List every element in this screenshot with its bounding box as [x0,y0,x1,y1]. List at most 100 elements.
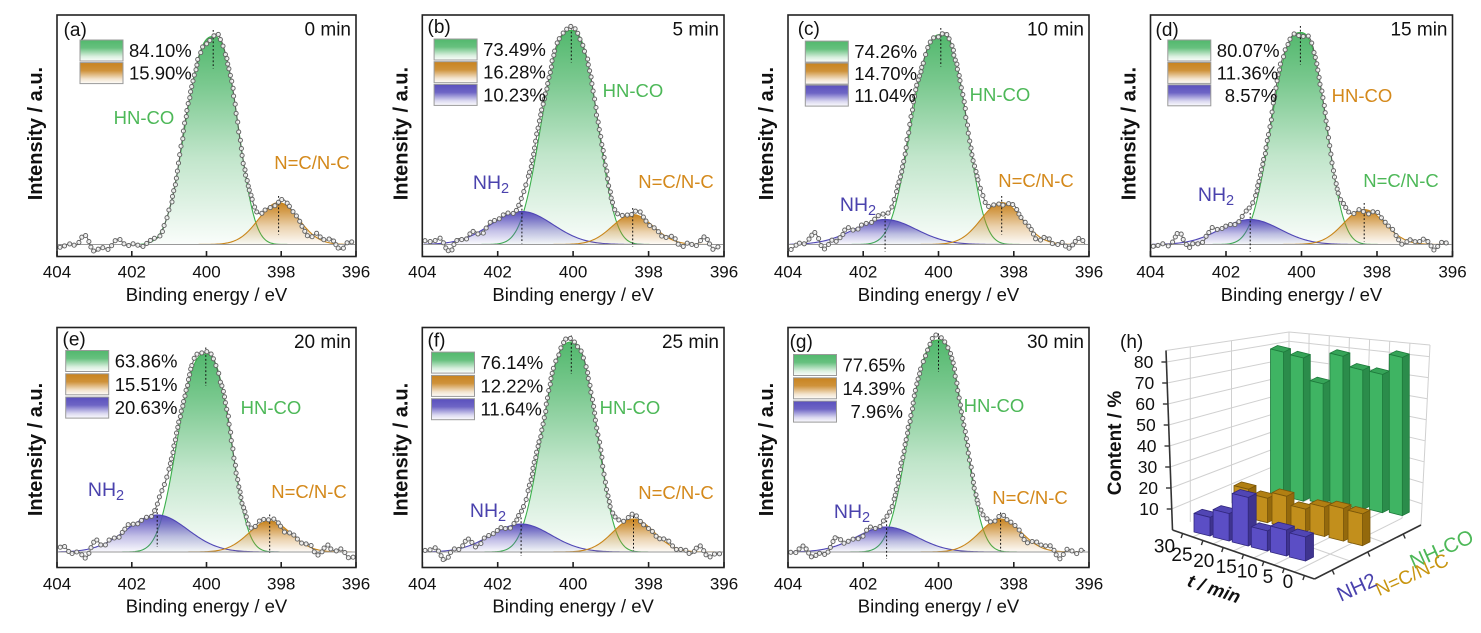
svg-text:10: 10 [1237,562,1258,583]
svg-text:N=C/N-C: N=C/N-C [1363,170,1439,191]
svg-text:20 min: 20 min [294,332,351,353]
svg-text:80.07%: 80.07% [1217,40,1280,61]
svg-text:404: 404 [408,262,436,281]
svg-text:25: 25 [1171,545,1192,566]
svg-text:30 min: 30 min [1027,332,1084,353]
svg-text:11.36%: 11.36% [1217,62,1278,83]
svg-text:11.64%: 11.64% [481,399,542,420]
svg-text:(g): (g) [790,332,813,353]
svg-text:14.39%: 14.39% [843,378,906,399]
svg-text:Binding energy / eV: Binding energy / eV [858,596,1020,617]
svg-text:404: 404 [43,574,71,593]
svg-text:400: 400 [559,574,587,593]
svg-text:404: 404 [1136,262,1164,281]
svg-text:12.22%: 12.22% [481,375,544,396]
svg-text:16.28%: 16.28% [483,62,546,83]
svg-text:N=C/N-C: N=C/N-C [638,482,714,503]
svg-text:15.51%: 15.51% [115,374,178,395]
svg-text:396: 396 [342,262,370,281]
svg-text:N=C/N-C: N=C/N-C [271,481,347,502]
svg-text:10 min: 10 min [1027,20,1084,41]
svg-text:(b): (b) [428,17,451,38]
svg-text:N=C/N-C: N=C/N-C [992,487,1068,508]
svg-text:398: 398 [267,574,295,593]
svg-text:60: 60 [1135,394,1155,414]
svg-text:396: 396 [342,574,370,593]
svg-text:404: 404 [774,262,802,281]
svg-text:70: 70 [1135,373,1155,393]
svg-text:N=C/N-C: N=C/N-C [274,152,350,173]
svg-text:76.14%: 76.14% [481,352,544,373]
svg-text:0 min: 0 min [305,20,351,41]
svg-text:30: 30 [1154,536,1175,557]
svg-text:400: 400 [559,262,587,281]
svg-text:398: 398 [1363,262,1391,281]
svg-text:402: 402 [1212,262,1240,281]
svg-text:402: 402 [118,262,146,281]
svg-text:398: 398 [634,262,662,281]
svg-text:402: 402 [118,574,146,593]
svg-text:Binding energy / eV: Binding energy / eV [126,284,288,305]
svg-text:N=C/N-C: N=C/N-C [638,171,714,192]
svg-text:Intensity / a.u.: Intensity / a.u. [756,67,778,200]
svg-text:404: 404 [408,574,436,593]
svg-text:(h): (h) [1120,332,1143,353]
svg-text:402: 402 [484,262,512,281]
svg-text:Binding energy / eV: Binding energy / eV [126,596,288,617]
svg-text:HN-CO: HN-CO [241,397,302,418]
svg-text:398: 398 [1000,574,1028,593]
svg-text:74.26%: 74.26% [854,41,917,62]
svg-text:40: 40 [1137,436,1157,456]
svg-text:50: 50 [1136,415,1156,435]
svg-text:404: 404 [43,262,71,281]
svg-text:400: 400 [192,262,220,281]
svg-text:11.04%: 11.04% [854,85,915,106]
svg-text:Intensity / a.u.: Intensity / a.u. [390,67,412,200]
svg-text:HN-CO: HN-CO [600,397,661,418]
svg-text:84.10%: 84.10% [129,40,192,61]
svg-text:400: 400 [192,574,220,593]
svg-text:15: 15 [1216,557,1237,578]
svg-text:(d): (d) [1156,20,1179,41]
svg-text:Binding energy / eV: Binding energy / eV [1221,284,1383,305]
svg-text:HN-CO: HN-CO [603,80,664,101]
svg-text:73.49%: 73.49% [483,39,546,60]
svg-text:400: 400 [924,262,952,281]
svg-text:400: 400 [924,574,952,593]
svg-text:(c): (c) [798,19,820,40]
svg-text:15 min: 15 min [1390,20,1447,41]
svg-text:404: 404 [774,574,802,593]
svg-text:0: 0 [1283,572,1294,593]
svg-text:Binding energy / eV: Binding energy / eV [492,284,654,305]
svg-text:396: 396 [1075,262,1103,281]
svg-text:25 min: 25 min [662,332,719,353]
svg-text:396: 396 [1075,574,1103,593]
svg-text:77.65%: 77.65% [843,355,906,376]
svg-text:Intensity / a.u.: Intensity / a.u. [756,383,778,516]
svg-text:8.57%: 8.57% [1225,85,1277,106]
svg-text:80: 80 [1134,352,1154,372]
svg-text:Intensity / a.u.: Intensity / a.u. [390,383,412,516]
svg-text:Content / %: Content / % [1105,391,1126,496]
svg-text:398: 398 [634,574,662,593]
svg-text:Intensity / a.u.: Intensity / a.u. [25,383,47,516]
svg-text:396: 396 [1438,262,1466,281]
svg-text:5 min: 5 min [673,20,719,41]
svg-text:63.86%: 63.86% [115,351,178,372]
svg-text:400: 400 [1287,262,1315,281]
svg-text:Binding energy / eV: Binding energy / eV [858,284,1020,305]
svg-text:396: 396 [710,262,738,281]
svg-text:(a): (a) [64,20,87,41]
svg-text:7.96%: 7.96% [851,401,903,422]
svg-text:20.63%: 20.63% [115,397,178,418]
svg-text:(e): (e) [63,330,86,351]
svg-text:HN-CO: HN-CO [114,107,175,128]
svg-text:HN-CO: HN-CO [970,84,1031,105]
svg-text:Intensity / a.u.: Intensity / a.u. [25,67,47,200]
svg-text:(f): (f) [428,331,446,352]
svg-text:402: 402 [849,574,877,593]
svg-text:10: 10 [1139,499,1159,519]
svg-text:Intensity / a.u.: Intensity / a.u. [1119,67,1141,200]
svg-text:20: 20 [1139,478,1159,498]
svg-text:N=C/N-C: N=C/N-C [998,170,1074,191]
